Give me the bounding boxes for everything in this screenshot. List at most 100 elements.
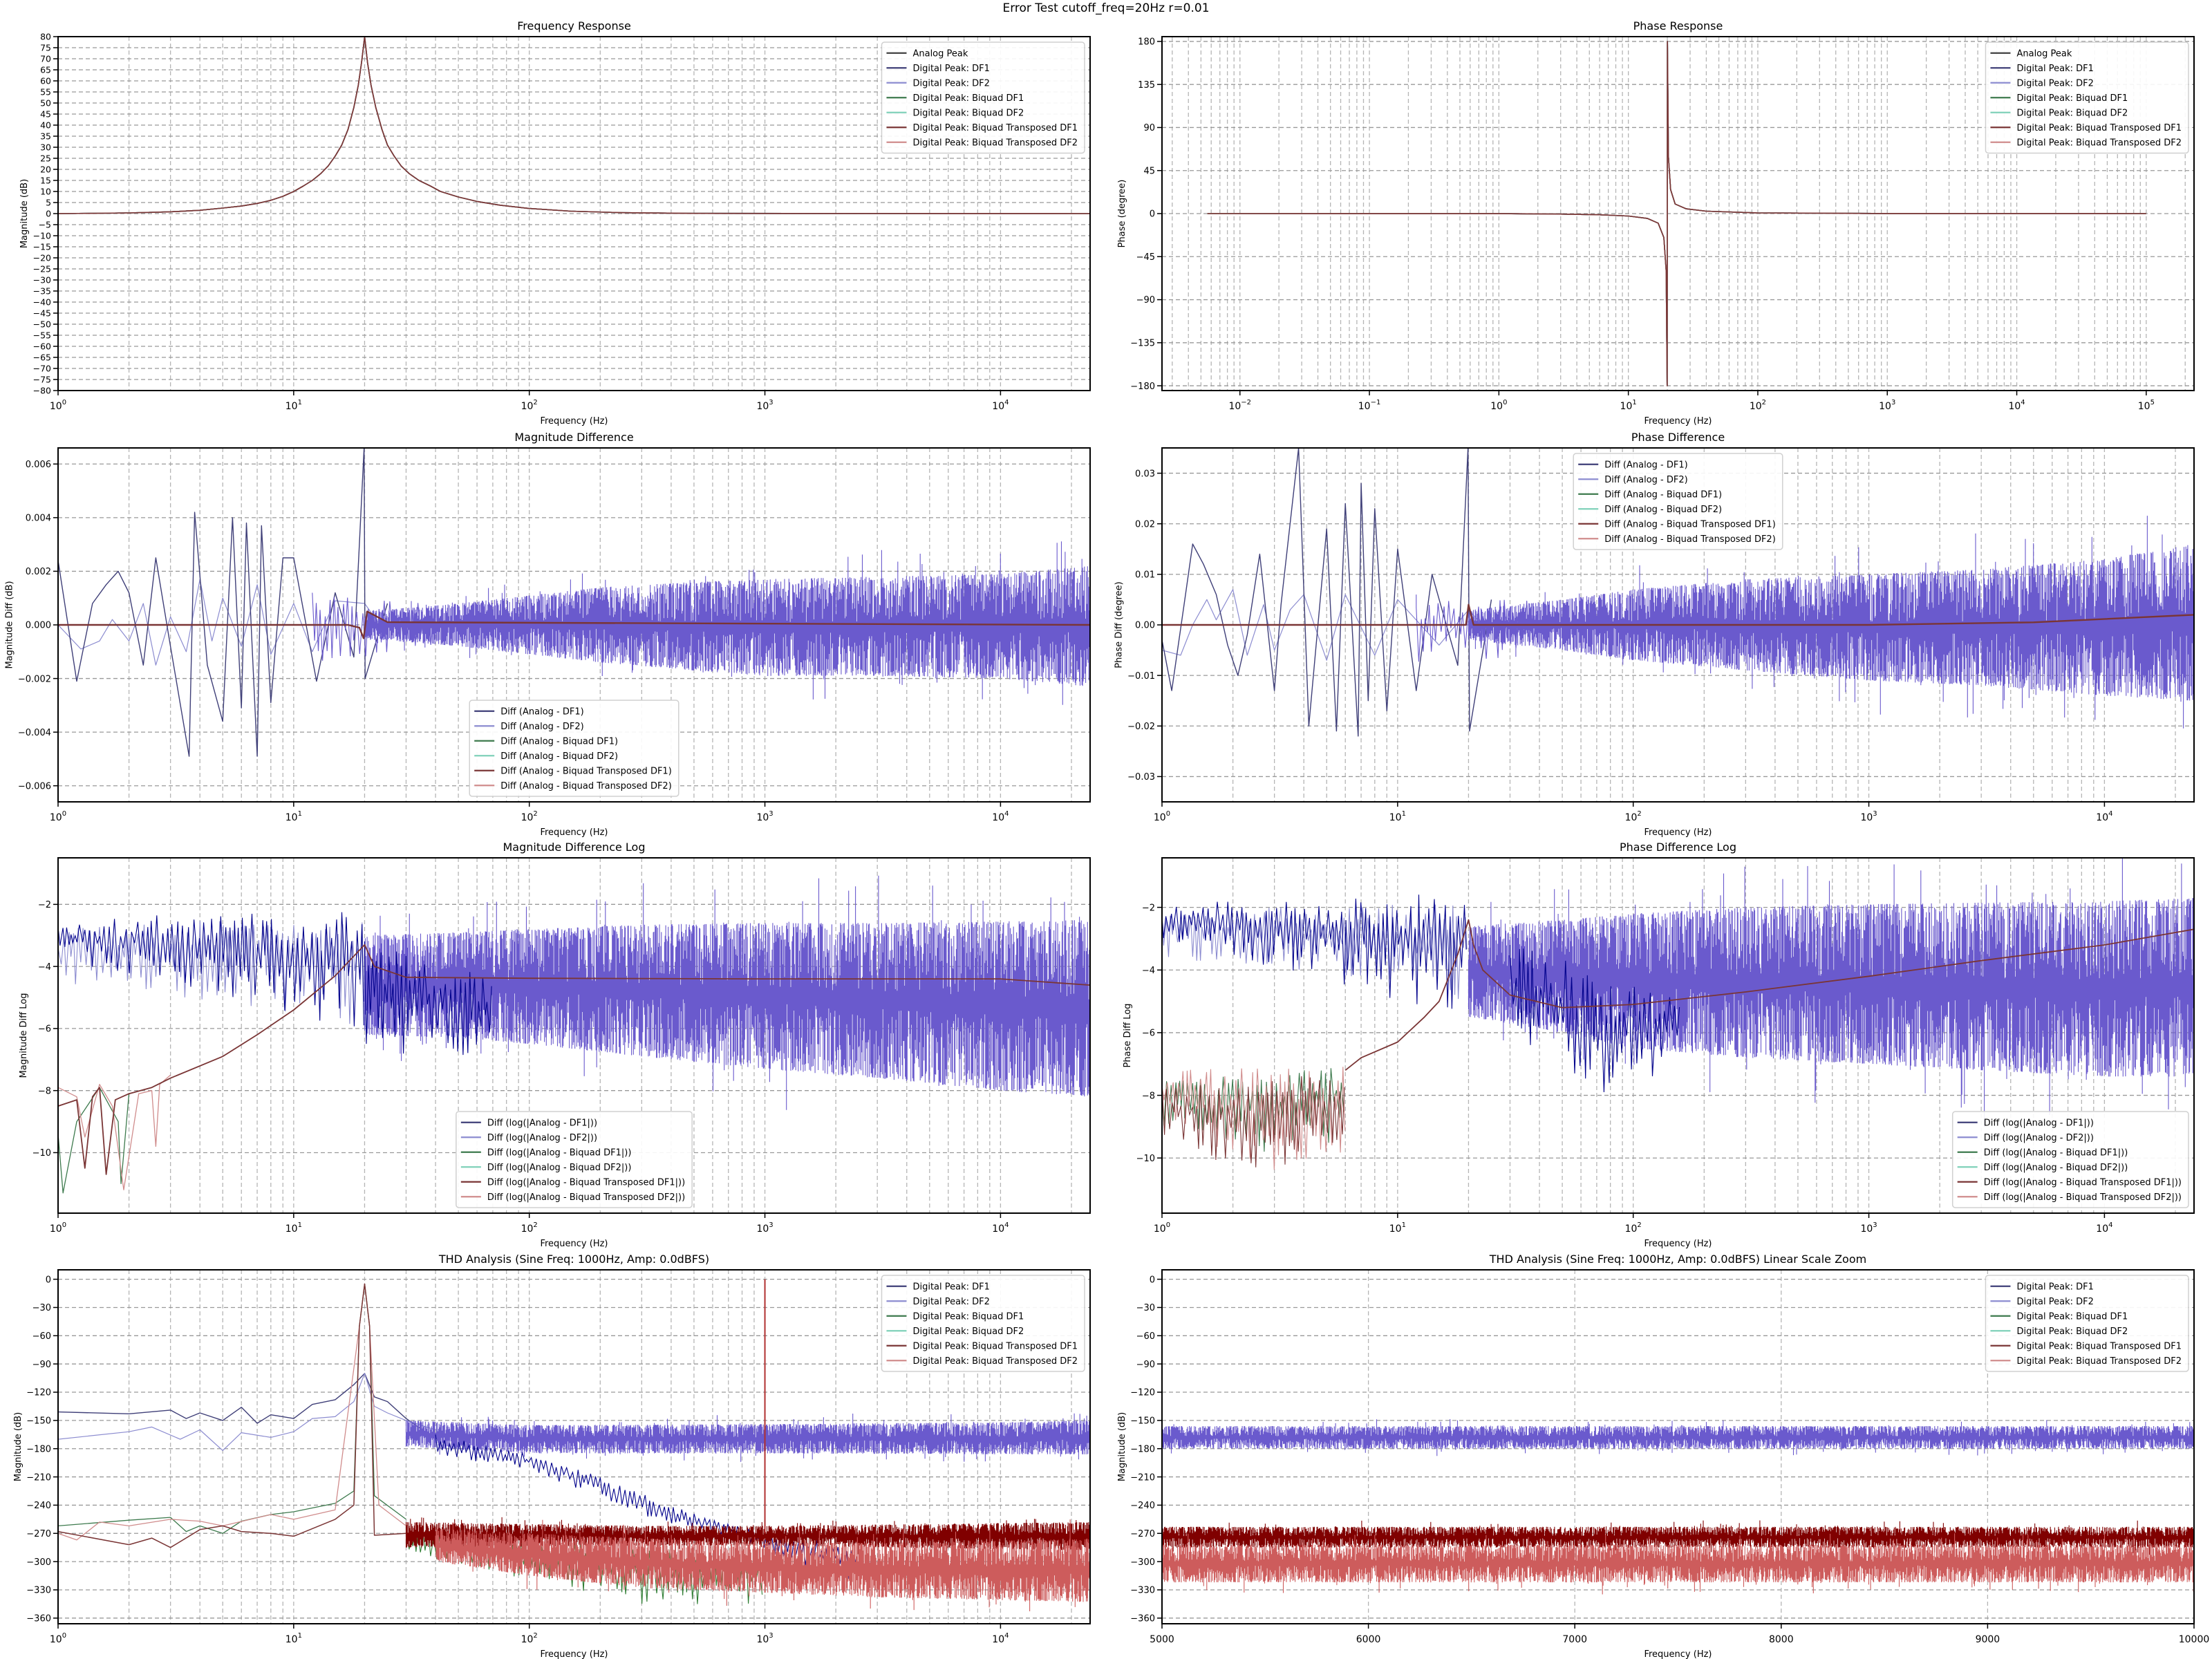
x-tick-label: 103 <box>1860 810 1877 823</box>
x-tick-label: 104 <box>2096 1221 2112 1235</box>
y-tick-label: −30 <box>1136 1303 1155 1313</box>
x-tick-label: 102 <box>521 399 538 412</box>
legend-label: Digital Peak: DF1 <box>2016 64 2093 74</box>
y-tick-label: −80 <box>33 385 51 395</box>
legend-label: Diff (Analog - DF2) <box>500 722 584 732</box>
x-tick-label: 104 <box>992 399 1009 412</box>
axes-frame <box>1161 857 2195 1214</box>
y-axis-label: Phase Diff Log <box>1123 1004 1133 1068</box>
y-tick-label: −210 <box>26 1472 51 1483</box>
legend-box <box>881 1275 1085 1372</box>
y-tick-label: 5 <box>46 197 51 207</box>
x-axis-label: Frequency (Hz) <box>540 827 608 838</box>
subplot-title: THD Analysis (Sine Freq: 1000Hz, Amp: 0.… <box>1489 1253 1866 1266</box>
legend-label: Diff (Analog - Biquad Transposed DF1) <box>500 766 672 776</box>
y-axis-label: Phase (degree) <box>1117 180 1127 248</box>
y-tick-label: −75 <box>33 374 51 384</box>
y-tick-label: 20 <box>40 164 51 174</box>
legend: Digital Peak: DF1 Digital Peak: DF2 Digita… <box>1985 1275 2189 1372</box>
y-tick-label: 35 <box>40 131 51 141</box>
x-tick-label: 103 <box>756 1221 773 1235</box>
x-axis-label: Frequency (Hz) <box>1644 416 1712 427</box>
noise-trace-navy <box>1509 945 1680 1093</box>
x-tick-label: 103 <box>756 810 773 823</box>
y-tick-label: −360 <box>1130 1614 1155 1624</box>
y-tick-label: 0.002 <box>26 567 51 577</box>
series-line-tr_df1 <box>58 37 1090 214</box>
y-tick-label: −8 <box>38 1086 51 1096</box>
legend-box <box>881 41 1085 154</box>
legend: Diff (log(|Analog - DF1|)) Diff (log(|Ana… <box>456 1111 693 1208</box>
y-tick-label: −8 <box>1142 1091 1155 1101</box>
x-axis-label: Frequency (Hz) <box>540 1649 608 1659</box>
x-tick-label: 8000 <box>1769 1634 1794 1645</box>
legend-label: Diff (Analog - DF1) <box>500 706 584 717</box>
legend-label: Digital Peak: Biquad Transposed DF2 <box>912 1356 1078 1367</box>
y-tick-label: −2 <box>38 900 51 910</box>
subplot-thd-analysis: 100 101 102 103 104 0 −30 −60 −90 −120 −150 −180 −21… <box>13 1253 1091 1659</box>
noise-band-slate <box>1468 858 2194 1127</box>
series-line-bq_df1 <box>58 1078 171 1194</box>
legend-label: Diff (log(|Analog - Biquad DF2|)) <box>487 1163 632 1173</box>
x-tick-label: 103 <box>1879 399 1895 412</box>
legend-label: Diff (log(|Analog - Biquad Transposed DF… <box>487 1192 685 1203</box>
axes-frame <box>1161 1269 2195 1624</box>
legend: Diff (Analog - DF1) Diff (Analog - DF2) Di… <box>1573 453 1783 550</box>
subplot-frequency-response: 100 101 102 103 1048075706560555045403530252… <box>19 19 1091 427</box>
x-axis-label: Frequency (Hz) <box>540 1239 608 1249</box>
legend-label: Digital Peak: Biquad Transposed DF2 <box>912 138 1078 148</box>
y-tick-label: −90 <box>1136 295 1155 306</box>
series-line-df2 <box>58 1373 436 1451</box>
subplot-title: THD Analysis (Sine Freq: 1000Hz, Amp: 0.… <box>438 1253 709 1266</box>
noise-band-slate <box>405 1413 1090 1462</box>
legend-label: Diff (Analog - DF1) <box>1604 460 1688 470</box>
y-tick-label: 10 <box>40 186 51 196</box>
subplot-title: Magnitude Difference <box>514 431 633 444</box>
legend-label: Digital Peak: DF1 <box>912 64 989 74</box>
y-axis-label: Phase Diff (degree) <box>1114 581 1125 668</box>
x-axis-label: Frequency (Hz) <box>540 416 608 427</box>
x-axis-label: Frequency (Hz) <box>1644 1239 1712 1249</box>
y-tick-label: −4 <box>1142 966 1155 976</box>
noise-band-slate <box>364 875 1090 1110</box>
x-tick-label: 6000 <box>1356 1634 1381 1645</box>
axes-frame <box>57 857 1091 1214</box>
legend-label: Digital Peak: Biquad Transposed DF2 <box>2016 1356 2182 1367</box>
x-tick-label: 102 <box>521 1221 538 1235</box>
y-tick-label: 65 <box>40 64 51 75</box>
legend-label: Diff (Analog - Biquad Transposed DF1) <box>1604 519 1776 529</box>
y-tick-label: −135 <box>1130 338 1155 348</box>
legend-label: Diff (log(|Analog - Biquad DF1|)) <box>487 1147 632 1158</box>
y-tick-label: 90 <box>1143 123 1155 133</box>
y-tick-label: 30 <box>40 142 51 152</box>
legend-label: Digital Peak: Biquad DF2 <box>2016 108 2128 118</box>
legend: Diff (log(|Analog - DF1|)) Diff (log(|Ana… <box>1951 1111 2189 1208</box>
y-tick-label: −210 <box>1130 1472 1155 1483</box>
y-tick-label: 0 <box>1150 1275 1155 1285</box>
y-tick-label: −65 <box>33 352 51 362</box>
x-tick-label: 102 <box>1750 399 1766 412</box>
noise-trace-tr_df1 <box>1162 1076 1345 1168</box>
y-tick-label: −300 <box>1130 1557 1155 1568</box>
legend-label: Digital Peak: Biquad DF1 <box>912 93 1024 104</box>
plot-area <box>58 37 1090 214</box>
legend-label: Analog Peak <box>2016 48 2072 59</box>
noise-trace-navy <box>58 912 364 1027</box>
legend-label: Digital Peak: Biquad Transposed DF2 <box>2016 138 2182 148</box>
y-tick-label: −0.004 <box>18 728 51 738</box>
subplot-title: Phase Difference Log <box>1620 841 1736 854</box>
x-tick-label: 100 <box>50 1221 66 1235</box>
legend: Analog Peak Digital Peak: DF1 Digital Peak… <box>1985 41 2189 154</box>
legend-label: Diff (Analog - Biquad DF2) <box>1604 505 1722 515</box>
x-tick-label: 102 <box>521 1632 538 1645</box>
x-tick-label: 104 <box>992 1632 1009 1645</box>
x-tick-label: 102 <box>521 810 538 823</box>
legend-label: Digital Peak: DF2 <box>2016 1297 2093 1307</box>
x-tick-label: 10−1 <box>1358 399 1381 412</box>
plot-area <box>1162 448 2194 737</box>
y-tick-label: −50 <box>33 319 51 329</box>
y-tick-label: −35 <box>33 285 51 296</box>
subplot-title: Magnitude Difference Log <box>503 841 646 854</box>
x-tick-label: 101 <box>285 810 302 823</box>
x-axis-label: Frequency (Hz) <box>1644 1649 1712 1659</box>
